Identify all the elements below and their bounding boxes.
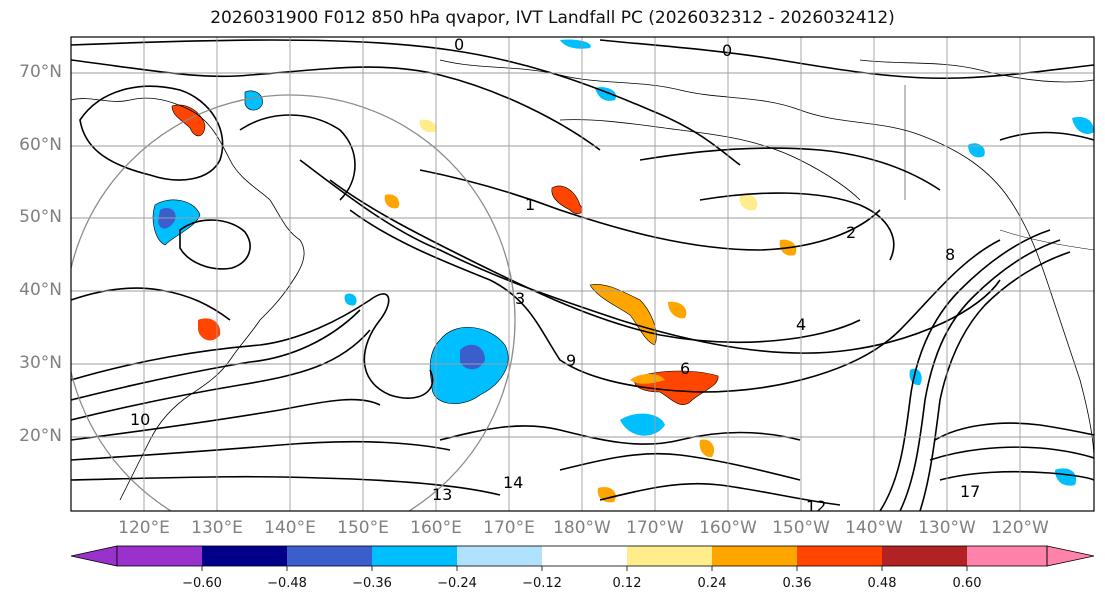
colorbar-swatch bbox=[967, 546, 1047, 566]
colorbar-swatch bbox=[202, 546, 287, 566]
contour-label: 9 bbox=[566, 351, 576, 370]
lon-label: 130°E bbox=[191, 518, 243, 538]
colorbar-extend-high bbox=[1046, 545, 1095, 567]
map-title: 2026031900 F012 850 hPa qvapor, IVT Land… bbox=[210, 8, 895, 28]
positive-patch bbox=[419, 119, 437, 133]
negative-patch bbox=[244, 90, 263, 111]
contour-label: 4 bbox=[796, 315, 806, 334]
colorbar-tick-label: 0.60 bbox=[952, 576, 982, 591]
contour-label: 8 bbox=[945, 245, 955, 264]
map-grid bbox=[71, 37, 1094, 511]
positive-patch bbox=[739, 194, 758, 211]
colorbar-tick-label: 0.12 bbox=[612, 576, 642, 591]
contour-label: 0 bbox=[454, 35, 464, 54]
colorbar-tick-label: −0.12 bbox=[522, 576, 562, 591]
negative-patch bbox=[1072, 116, 1094, 135]
contour-label: 10 bbox=[130, 410, 150, 429]
colorbar-swatch bbox=[797, 546, 882, 566]
negative-patch bbox=[1055, 468, 1077, 486]
lon-label: 180°W bbox=[553, 518, 611, 538]
contour-label: 2 bbox=[846, 223, 856, 242]
colorbar-swatch bbox=[542, 546, 627, 566]
colorbar-swatch bbox=[627, 546, 712, 566]
contour-label: 3 bbox=[515, 289, 525, 308]
colorbar-tick-label: 0.48 bbox=[867, 576, 897, 591]
colorbar-tick-label: −0.60 bbox=[182, 576, 222, 591]
positive-patch bbox=[551, 185, 583, 215]
lon-label: 160°E bbox=[410, 518, 462, 538]
lon-label: 170°W bbox=[626, 518, 684, 538]
lat-label: 50°N bbox=[19, 207, 62, 227]
shaded-anomaly-patches bbox=[152, 39, 1094, 503]
contour-label: 12 bbox=[806, 497, 826, 516]
colorbar-tick-label: 0.24 bbox=[697, 576, 727, 591]
lon-label: 120°W bbox=[991, 518, 1049, 538]
lon-label: 140°E bbox=[264, 518, 316, 538]
positive-patch bbox=[630, 374, 665, 384]
lon-label: 120°E bbox=[118, 518, 170, 538]
colorbar-tick-label: −0.36 bbox=[352, 576, 392, 591]
lon-label: 140°W bbox=[845, 518, 903, 538]
colorbar-swatch bbox=[712, 546, 797, 566]
contour-label: 13 bbox=[432, 485, 452, 504]
colorbar-swatch bbox=[457, 546, 542, 566]
negative-patch bbox=[968, 143, 985, 158]
negative-patch bbox=[620, 413, 665, 436]
colorbar-extend-low bbox=[70, 545, 118, 567]
lat-label: 70°N bbox=[19, 62, 62, 82]
positive-patch bbox=[198, 318, 221, 341]
lat-label: 20°N bbox=[19, 426, 62, 446]
lon-label: 160°W bbox=[699, 518, 757, 538]
colorbar-swatch bbox=[287, 546, 372, 566]
contour-label: 1 bbox=[525, 195, 535, 214]
negative-patch bbox=[460, 344, 485, 370]
positive-patch bbox=[668, 301, 687, 319]
positive-patch bbox=[384, 194, 400, 209]
colorbar-swatch bbox=[882, 546, 967, 566]
country-borders bbox=[904, 85, 1094, 251]
positive-patch bbox=[171, 104, 206, 137]
colorbar-tick-label: 0.36 bbox=[782, 576, 812, 591]
contour-label: 6 bbox=[680, 359, 690, 378]
lon-label: 150°E bbox=[337, 518, 389, 538]
contour-labels: 0 0 1 2 3 4 6 8 9 10 12 13 14 17 bbox=[130, 35, 980, 516]
lat-label: 60°N bbox=[19, 135, 62, 155]
map-frame bbox=[70, 36, 1095, 512]
positive-patch bbox=[699, 439, 715, 458]
positive-patch bbox=[589, 284, 657, 346]
contour-lines bbox=[71, 39, 1094, 511]
contour-label: 14 bbox=[503, 473, 523, 492]
lat-label: 40°N bbox=[19, 280, 62, 300]
colorbar-swatch bbox=[372, 546, 457, 566]
contour-label: 17 bbox=[960, 482, 980, 501]
coastlines bbox=[71, 59, 1094, 501]
colorbar-tick-label: −0.24 bbox=[437, 576, 477, 591]
colorbar-tick-label: −0.48 bbox=[267, 576, 307, 591]
colorbar bbox=[70, 545, 1095, 571]
colorbar-swatch bbox=[117, 546, 202, 566]
colorbar-frame bbox=[116, 545, 1048, 567]
lon-label: 130°W bbox=[918, 518, 976, 538]
negative-patch bbox=[344, 293, 357, 306]
positive-patch bbox=[597, 486, 616, 503]
negative-patch bbox=[560, 39, 591, 49]
contour-label: 0 bbox=[722, 41, 732, 60]
lon-label: 150°W bbox=[772, 518, 830, 538]
lon-label: 170°E bbox=[483, 518, 535, 538]
lat-label: 30°N bbox=[19, 353, 62, 373]
